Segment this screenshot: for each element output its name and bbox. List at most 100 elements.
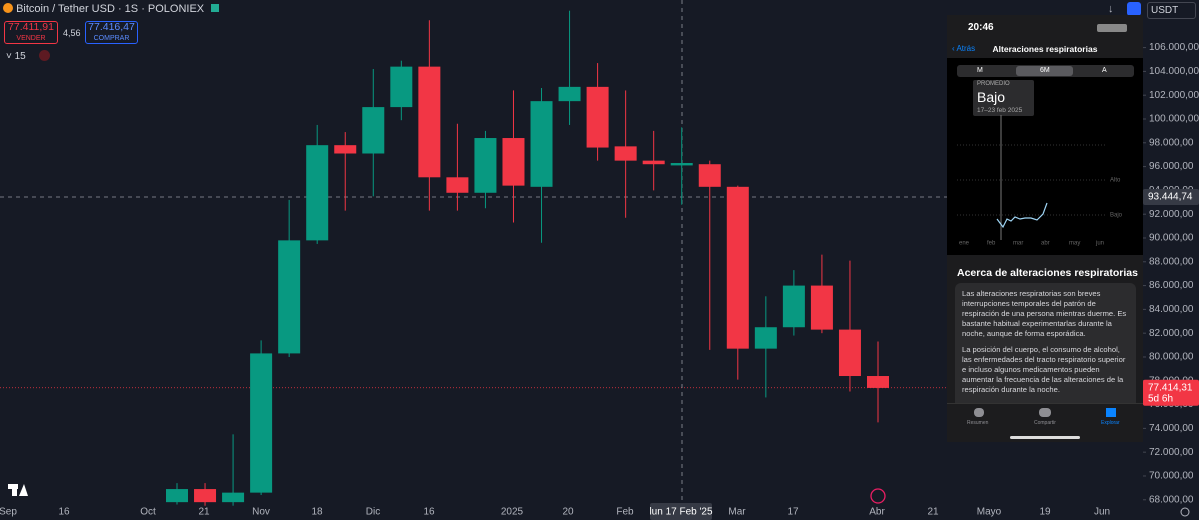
status-icons: [1097, 24, 1127, 32]
sell-price: 77.411,91: [8, 21, 54, 33]
status-time: 20:46: [968, 22, 994, 33]
paragraph: La posición del cuerpo, el consumo de al…: [962, 345, 1126, 394]
x-tick-label: 18: [311, 507, 323, 518]
candle-body: [194, 489, 217, 503]
about-card: Las alteraciones respiratorias son breve…: [955, 283, 1136, 419]
y-tick-label: 80.000,00: [1149, 352, 1194, 363]
y-tick-label: 70.000,00: [1149, 471, 1194, 482]
average-box: [973, 80, 1034, 116]
crosshair-price-box: [1143, 188, 1199, 205]
x-tick-label: 20: [562, 507, 574, 518]
month-label: jun: [1095, 241, 1104, 247]
crosshair-date-label: lun 17 Feb '25: [649, 507, 713, 518]
y-tick-label: 74.000,00: [1149, 423, 1194, 434]
month-label: feb: [987, 241, 996, 247]
candle-body: [838, 329, 861, 377]
spread: 4,56: [63, 28, 81, 38]
buy-price: 77.416,47: [88, 21, 135, 33]
flag[interactable]: [211, 4, 220, 12]
candle-body: [390, 66, 413, 108]
paragraph: Las alteraciones respiratorias son breve…: [962, 289, 1127, 338]
candle-body: [334, 145, 357, 154]
sell-label: VENDER: [16, 35, 46, 42]
y-tick-label: 92.000,00: [1149, 209, 1194, 220]
x-tick-label: 16: [423, 507, 435, 518]
x-tick-label: 17: [787, 507, 799, 518]
candle-body: [810, 285, 833, 330]
segment[interactable]: 6M: [1040, 67, 1050, 74]
x-tick-label: Mar: [728, 507, 746, 518]
sell-button[interactable]: 77.411,91 VENDER: [4, 21, 58, 44]
y-tick-label: 90.000,00: [1149, 233, 1194, 244]
candle-body: [558, 86, 581, 102]
countdown: 5d 6h: [1148, 393, 1173, 404]
candle-body: [278, 240, 301, 354]
month-label: mar: [1013, 241, 1023, 247]
tab[interactable]: Resumen: [967, 420, 989, 426]
candle-body: [446, 177, 469, 193]
last-price-label: 77.414,31: [1148, 382, 1193, 393]
candle-body: [418, 66, 441, 178]
tab[interactable]: Explorar: [1101, 420, 1120, 426]
y-tick-label: 88.000,00: [1149, 256, 1194, 267]
currency-select[interactable]: USDT: [1147, 2, 1196, 19]
month-label: may: [1069, 241, 1080, 247]
mini-chart: Alto Bajo ene feb mar abr may jun: [957, 115, 1123, 247]
crosshair-date-box: [650, 503, 712, 520]
indicators-toggle[interactable]: ˅ 15: [6, 50, 50, 62]
flash-icon[interactable]: [870, 488, 886, 504]
buy-button[interactable]: 77.416,47 COMPRAR: [85, 21, 138, 44]
candle-body: [867, 376, 889, 388]
candle-body: [166, 489, 188, 503]
tab[interactable]: Compartir: [1034, 420, 1056, 426]
back-label: Atrás: [956, 44, 976, 53]
y-tick-label: 98.000,00: [1149, 137, 1194, 148]
average-label: PROMEDIO: [977, 81, 1010, 87]
tab-icon: [974, 408, 984, 417]
sync-button[interactable]: [1127, 2, 1141, 16]
candle-body: [502, 138, 525, 186]
indicator-count: 15: [14, 51, 26, 62]
settings-icon[interactable]: [1180, 507, 1190, 517]
mini-grid: [957, 144, 1107, 216]
back-button[interactable]: ‹ Atrás: [952, 44, 976, 53]
month-label: ene: [959, 241, 970, 247]
x-tick-label: 21: [198, 507, 210, 518]
candle-body: [642, 160, 665, 165]
candle-body: [614, 146, 637, 161]
y-tick-label: 102.000,00: [1149, 90, 1199, 101]
candle-body: [726, 186, 749, 349]
price-axis: [1143, 0, 1199, 520]
alert-icon[interactable]: [38, 50, 50, 61]
x-tick-label: Nov: [252, 507, 270, 518]
x-tick-label: 2025: [501, 507, 524, 518]
tab-icon: [1039, 408, 1051, 417]
y-tick-label: 106.000,00: [1149, 42, 1199, 53]
y-tick-label: 100.000,00: [1149, 114, 1199, 125]
y-tick-label: 82.000,00: [1149, 328, 1194, 339]
y-tick-label: 84.000,00: [1149, 304, 1194, 315]
level-label: Alto: [1110, 178, 1121, 184]
y-tick-label: 96.000,00: [1149, 161, 1194, 172]
segment[interactable]: M: [977, 67, 983, 74]
level-label: Bajo: [1110, 213, 1123, 219]
x-tick-label: 21: [927, 507, 939, 518]
candle-body: [306, 145, 329, 241]
y-tick-label: 86.000,00: [1149, 280, 1194, 291]
symbol[interactable]: Bitcoin / Tether USD · 1S · POLONIEX: [16, 3, 205, 15]
candle-body: [222, 492, 245, 503]
x-tick-label: Jun: [1094, 507, 1110, 518]
x-tick-label: Dic: [366, 507, 380, 518]
download-icon[interactable]: ↓: [1108, 3, 1114, 15]
tv-logo: [8, 484, 28, 496]
candle-body: [782, 285, 805, 328]
segment[interactable]: A: [1102, 67, 1107, 74]
x-tick-label: 19: [1039, 507, 1051, 518]
x-tick-label: Abr: [869, 507, 885, 518]
x-tick-label: Oct: [140, 507, 156, 518]
x-tick-label: Mayo: [977, 507, 1002, 518]
home-indicator: [1010, 436, 1080, 439]
y-tick-label: 104.000,00: [1149, 66, 1199, 77]
